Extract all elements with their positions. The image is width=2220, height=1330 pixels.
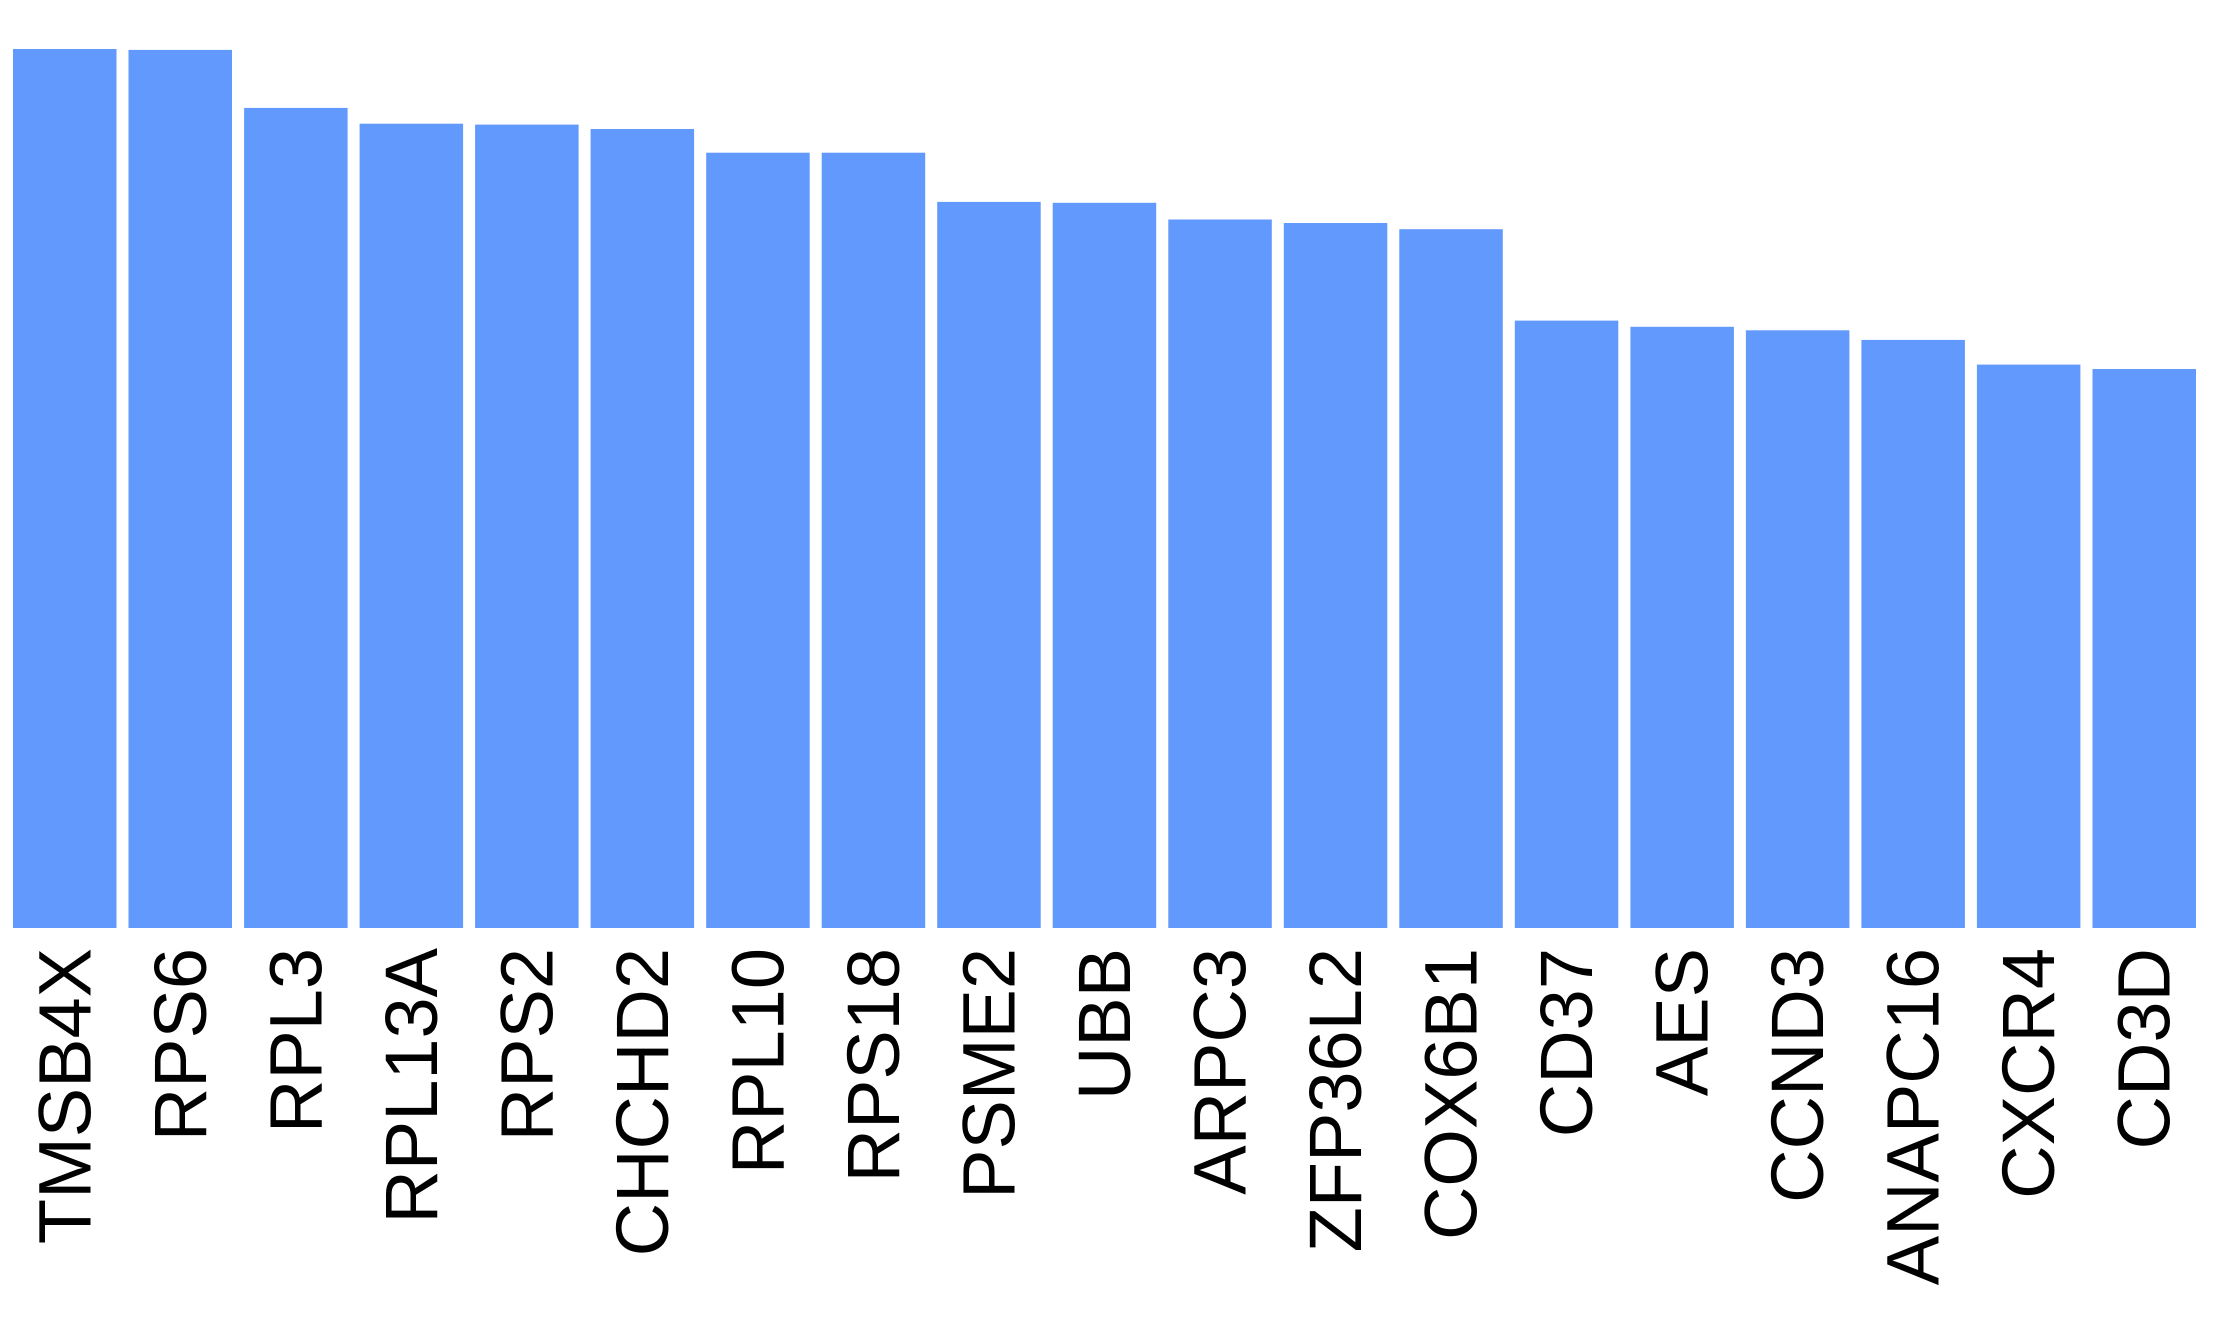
x-tick-label: ANAPC16 <box>1872 948 1955 1285</box>
x-tick-label: RPS18 <box>832 948 915 1182</box>
x-tick-label: CXCR4 <box>1987 948 2070 1199</box>
bar-ccnd3 <box>1745 330 1850 928</box>
bar-tmsb4x <box>13 49 117 928</box>
x-tick-label: CHCHD2 <box>601 948 684 1256</box>
x-tick-label: UBB <box>1063 948 1146 1100</box>
bar-zfp36l2 <box>1283 223 1388 928</box>
x-tick-label: RPS6 <box>139 948 222 1141</box>
bar-aes <box>1630 326 1734 928</box>
x-tick-label: TMSB4X <box>23 948 106 1244</box>
x-tick-label: RPL13A <box>370 947 453 1223</box>
bar-anapc16 <box>1861 339 1965 928</box>
bar-ubb <box>1052 202 1157 929</box>
x-tick-label: RPS2 <box>485 948 568 1141</box>
bar-cd3d <box>2092 369 2196 928</box>
bar-rps18 <box>821 152 926 928</box>
bar-cox6b1 <box>1399 229 1503 928</box>
x-tick-label: RPL3 <box>254 948 337 1133</box>
bar-arpc3 <box>1168 219 1272 928</box>
bar-psme2 <box>937 201 1041 928</box>
bar-cd37 <box>1514 320 1619 929</box>
bar-rps2 <box>475 124 579 929</box>
bar-cxcr4 <box>1976 364 2081 929</box>
x-tick-label: CD3D <box>2103 948 2186 1149</box>
x-tick-label: ZFP36L2 <box>1294 948 1377 1252</box>
bar-chchd2 <box>590 129 695 928</box>
x-tick-labels: TMSB4X RPS6 RPL3 RPL13A RPS2 CHCHD2 RPL10 RPS18… <box>23 947 2185 1285</box>
x-tick-label: CD37 <box>1525 948 1608 1137</box>
bar-rpl3 <box>244 107 348 928</box>
x-tick-label: RPL10 <box>716 948 799 1174</box>
bar-rpl10 <box>706 152 810 928</box>
bar-rpl13a <box>359 123 464 928</box>
x-tick-label: AES <box>1641 948 1724 1096</box>
x-tick-label: ARPC3 <box>1179 948 1262 1195</box>
bar-rps6 <box>128 49 232 928</box>
x-tick-label: COX6B1 <box>1410 948 1493 1240</box>
bars-group <box>13 49 2196 929</box>
x-tick-label: CCND3 <box>1756 948 1839 1203</box>
x-tick-label: PSME2 <box>948 948 1031 1199</box>
